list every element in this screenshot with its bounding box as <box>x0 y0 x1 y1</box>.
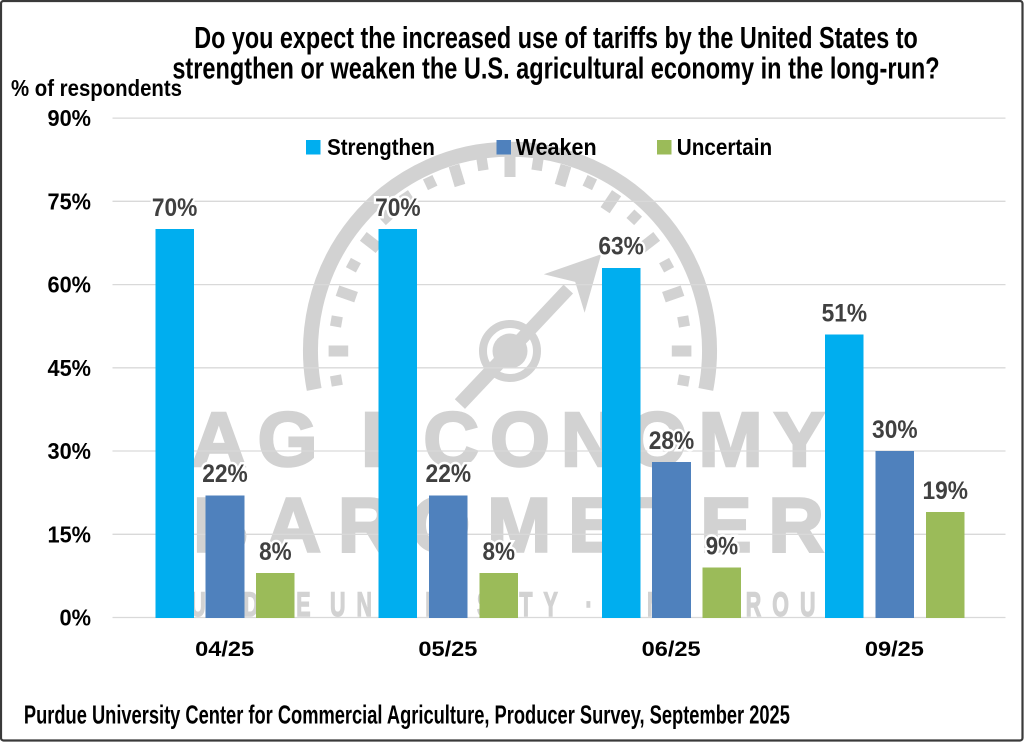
svg-text:Weaken: Weaken <box>516 134 597 160</box>
svg-text:8%: 8% <box>259 538 292 566</box>
svg-text:06/25: 06/25 <box>642 637 701 661</box>
svg-text:90%: 90% <box>48 105 92 131</box>
svg-text:30%: 30% <box>48 438 92 464</box>
svg-text:BAROMETER: BAROMETER <box>193 483 824 569</box>
svg-text:75%: 75% <box>48 188 92 214</box>
svg-text:70%: 70% <box>375 194 421 222</box>
svg-text:70%: 70% <box>152 194 198 222</box>
svg-text:04/25: 04/25 <box>195 637 254 661</box>
svg-text:% of respondents: % of respondents <box>11 75 182 101</box>
svg-text:strengthen or weaken the U.S.: strengthen or weaken the U.S. agricultur… <box>172 51 939 86</box>
svg-text:28%: 28% <box>649 427 695 455</box>
svg-text:Strengthen: Strengthen <box>327 134 435 160</box>
svg-text:60%: 60% <box>48 272 92 298</box>
svg-text:15%: 15% <box>48 521 92 547</box>
svg-text:63%: 63% <box>598 233 644 261</box>
svg-text:9%: 9% <box>706 532 739 560</box>
svg-text:19%: 19% <box>922 477 968 505</box>
svg-text:22%: 22% <box>202 460 248 488</box>
svg-text:30%: 30% <box>872 416 918 444</box>
svg-text:45%: 45% <box>48 355 92 381</box>
svg-text:51%: 51% <box>822 299 868 327</box>
svg-text:05/25: 05/25 <box>418 637 477 661</box>
svg-text:Purdue University Center for C: Purdue University Center for Commercial … <box>24 701 790 729</box>
svg-text:Uncertain: Uncertain <box>677 134 772 160</box>
svg-text:Do you expect the increased us: Do you expect the increased use of tarif… <box>194 20 918 55</box>
svg-text:8%: 8% <box>482 538 515 566</box>
svg-text:09/25: 09/25 <box>865 637 924 661</box>
svg-text:AG ECONOMY: AG ECONOMY <box>191 397 825 483</box>
svg-text:0%: 0% <box>60 605 92 631</box>
svg-text:22%: 22% <box>426 460 472 488</box>
